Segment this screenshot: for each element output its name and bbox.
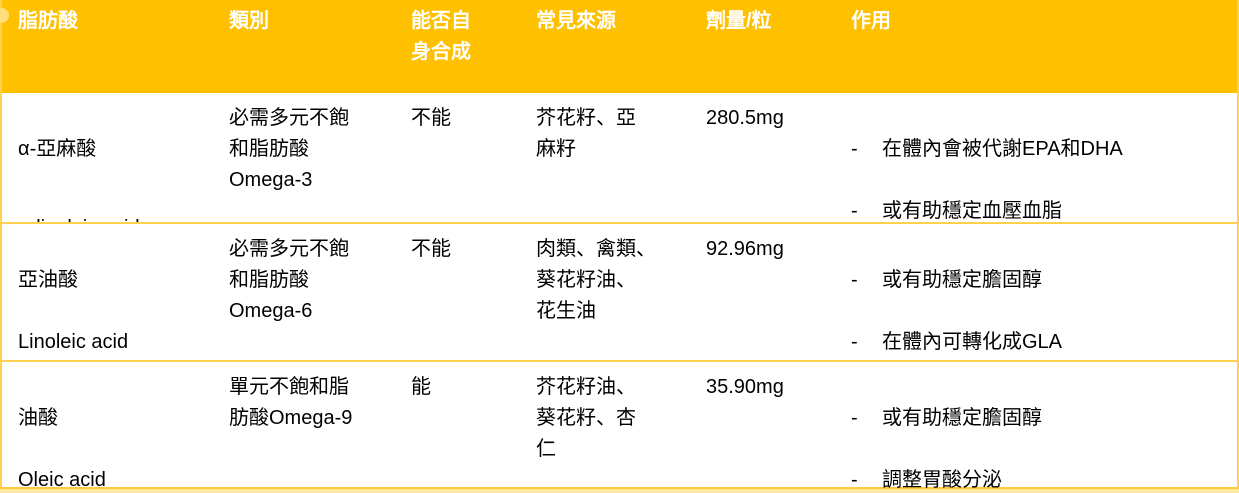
effect-text: 在體內會被代謝EPA和DHA bbox=[882, 138, 1123, 160]
effect-item: - 在體內可轉化成GLA bbox=[851, 327, 1233, 358]
table-row: 油酸 Oleic acid bbox=[2, 360, 213, 491]
effect-text: 或有助穩定膽固醇 bbox=[882, 407, 1042, 429]
cell-category: 必需多元不飽 和脂肪酸 Omega-3 bbox=[213, 93, 395, 222]
cell-effects: - 或有助穩定膽固醇 - 在體內可轉化成GLA - 過量會加劇過敏、老化等症狀，… bbox=[835, 222, 1237, 446]
cell-dose: 35.90mg bbox=[690, 360, 835, 487]
effect-item: - 或有助穩定膽固醇 bbox=[851, 265, 1233, 296]
dash-bullet: - bbox=[851, 269, 858, 291]
effect-item: - 在體內會被代謝EPA和DHA bbox=[851, 134, 1233, 165]
column-header-self-synthesis: 能否自 身合成 bbox=[395, 0, 520, 93]
cell-self-synthesis: 不能 bbox=[395, 222, 520, 360]
dash-bullet: - bbox=[851, 331, 858, 353]
column-header-category: 類別 bbox=[213, 0, 395, 93]
bottom-accent-strip bbox=[0, 489, 1239, 493]
dash-bullet: - bbox=[851, 407, 858, 429]
dash-bullet: - bbox=[851, 200, 858, 222]
cell-effects: - 在體內會被代謝EPA和DHA - 或有助穩定血壓血脂 - 改善血液循環 bbox=[835, 93, 1237, 284]
cell-sources: 芥花籽、亞 麻籽 bbox=[520, 93, 690, 222]
cell-effects: - 或有助穩定膽固醇 - 調整胃酸分泌 - 使腸壁光滑，提高腸道蠕動 bbox=[835, 360, 1237, 491]
column-header-fatty-acid: 脂肪酸 bbox=[2, 0, 213, 93]
table-row: α-亞麻酸 α-linoleic acid bbox=[2, 93, 213, 239]
cell-self-synthesis: 不能 bbox=[395, 93, 520, 222]
effect-item: - 或有助穩定血壓血脂 bbox=[851, 196, 1233, 227]
fatty-acid-name-en: Oleic acid bbox=[18, 469, 106, 491]
fatty-acid-name-zh: 亞油酸 bbox=[18, 269, 78, 291]
dash-bullet: - bbox=[851, 469, 858, 491]
effect-text: 調整胃酸分泌 bbox=[882, 469, 1002, 491]
dash-bullet: - bbox=[851, 138, 858, 160]
effect-text: 或有助穩定血壓血脂 bbox=[882, 200, 1062, 222]
cell-category: 必需多元不飽 和脂肪酸 Omega-6 bbox=[213, 222, 395, 360]
effect-text: 或有助穩定膽固醇 bbox=[882, 269, 1042, 291]
column-header-common-sources: 常見來源 bbox=[520, 0, 690, 93]
effect-item: - 調整胃酸分泌 bbox=[851, 465, 1233, 493]
cell-sources: 肉類、禽類、 葵花籽油、 花生油 bbox=[520, 222, 690, 360]
cell-dose: 92.96mg bbox=[690, 222, 835, 360]
table-row: 亞油酸 Linoleic acid bbox=[2, 222, 213, 360]
column-header-effects: 作用 bbox=[835, 0, 1237, 93]
corner-dot-decoration bbox=[0, 8, 9, 23]
fatty-acid-name-zh: 油酸 bbox=[18, 407, 58, 429]
cell-category: 單元不飽和脂 肪酸Omega-9 bbox=[213, 360, 395, 487]
cell-self-synthesis: 能 bbox=[395, 360, 520, 487]
fatty-acid-name-en: Linoleic acid bbox=[18, 331, 129, 353]
cell-sources: 芥花籽油、 葵花籽、杏 仁 bbox=[520, 360, 690, 487]
column-header-dose-per-capsule: 劑量/粒 bbox=[690, 0, 835, 93]
effect-item: - 或有助穩定膽固醇 bbox=[851, 403, 1233, 434]
fatty-acid-name-zh: α-亞麻酸 bbox=[18, 138, 97, 160]
effect-text: 在體內可轉化成GLA bbox=[882, 331, 1063, 353]
cell-dose: 280.5mg bbox=[690, 93, 835, 222]
